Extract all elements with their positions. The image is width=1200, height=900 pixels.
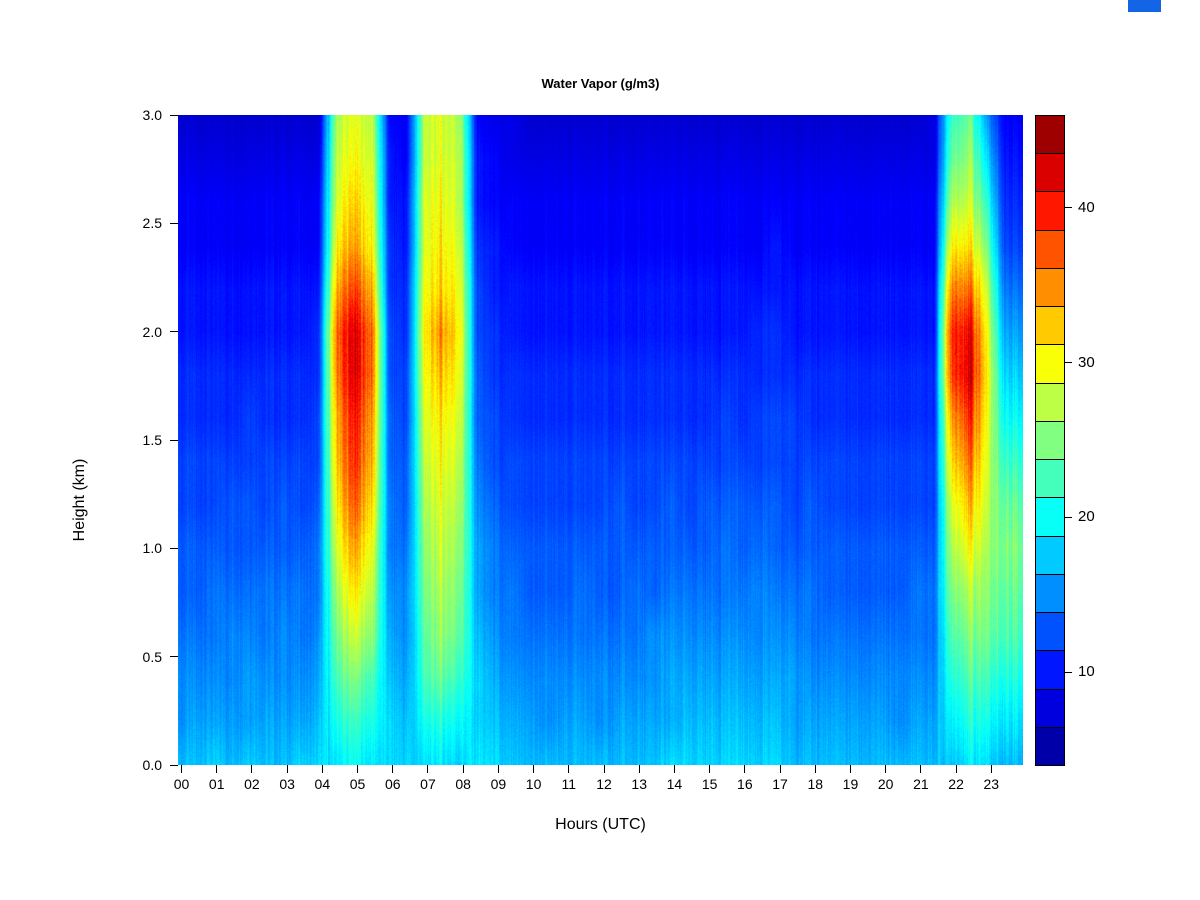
x-tick-label: 19 bbox=[842, 776, 859, 792]
y-tick-label: 2.0 bbox=[142, 323, 162, 340]
colorbar-segment bbox=[1035, 650, 1065, 690]
x-tick-label: 05 bbox=[349, 776, 366, 792]
colorbar-segment bbox=[1035, 688, 1065, 728]
x-tick-mark bbox=[744, 765, 746, 773]
x-tick-label: 16 bbox=[737, 776, 753, 792]
colorbar-segment bbox=[1035, 382, 1065, 422]
colorbar-tick-mark bbox=[1065, 362, 1072, 364]
colorbar-tick-label: 20 bbox=[1078, 508, 1095, 526]
colorbar-tick-label: 10 bbox=[1078, 663, 1095, 681]
x-tick-mark bbox=[603, 765, 605, 773]
x-tick-label: 21 bbox=[913, 776, 929, 792]
x-tick-mark bbox=[181, 765, 183, 773]
colorbar-segment bbox=[1035, 573, 1065, 614]
x-tick-mark bbox=[497, 765, 499, 773]
x-tick-label: 08 bbox=[455, 776, 471, 792]
x-tick-label: 13 bbox=[631, 776, 648, 792]
colorbar-segment bbox=[1035, 344, 1065, 384]
colorbar-tick-label: 30 bbox=[1078, 353, 1095, 371]
x-tick-mark bbox=[216, 765, 218, 773]
x-tick-mark bbox=[709, 765, 711, 773]
y-tick-mark bbox=[170, 547, 178, 549]
x-tick-label: 17 bbox=[772, 776, 788, 792]
x-tick-mark bbox=[920, 765, 922, 773]
x-tick-label: 01 bbox=[208, 776, 225, 792]
x-tick-label: 02 bbox=[244, 776, 260, 792]
x-tick-label: 09 bbox=[490, 776, 507, 792]
y-tick-label: 1.0 bbox=[142, 540, 162, 557]
y-tick-mark bbox=[170, 222, 178, 224]
x-tick-label: 15 bbox=[701, 776, 718, 792]
y-tick-mark bbox=[170, 439, 178, 441]
colorbar-segment bbox=[1035, 153, 1065, 193]
x-tick-mark bbox=[814, 765, 816, 773]
x-tick-mark bbox=[673, 765, 675, 773]
colorbar-segment bbox=[1035, 115, 1065, 155]
x-tick-mark bbox=[462, 765, 464, 773]
x-tick-label: 06 bbox=[384, 776, 401, 792]
y-tick-mark bbox=[170, 331, 178, 333]
colorbar-segment bbox=[1035, 535, 1065, 575]
x-tick-mark bbox=[779, 765, 781, 773]
x-tick-label: 18 bbox=[807, 776, 824, 792]
y-tick-mark bbox=[170, 656, 178, 658]
x-tick-label: 10 bbox=[525, 776, 542, 792]
colorbar-segment bbox=[1035, 612, 1065, 652]
colorbar-segment bbox=[1035, 306, 1065, 346]
x-tick-mark bbox=[990, 765, 992, 773]
x-tick-mark bbox=[568, 765, 570, 773]
y-tick-label: 3.0 bbox=[142, 107, 162, 123]
x-tick-label: 20 bbox=[877, 776, 894, 792]
x-tick-mark bbox=[286, 765, 288, 773]
x-tick-mark bbox=[533, 765, 535, 773]
x-tick-label: 03 bbox=[279, 776, 295, 792]
window-corner-artifact bbox=[1128, 0, 1161, 12]
colorbar-tick-label: 40 bbox=[1078, 198, 1095, 216]
x-tick-mark bbox=[357, 765, 359, 773]
y-tick-label: 2.5 bbox=[142, 215, 162, 232]
x-tick-label: 04 bbox=[314, 776, 331, 792]
heatmap-canvas bbox=[178, 115, 1023, 765]
y-tick-mark bbox=[170, 114, 178, 116]
colorbar-segment bbox=[1035, 420, 1065, 461]
colorbar-tick-mark bbox=[1065, 207, 1072, 209]
y-axis-label: Height (km) bbox=[71, 458, 88, 542]
x-tick-label: 00 bbox=[173, 776, 190, 792]
x-tick-mark bbox=[849, 765, 851, 773]
x-tick-mark bbox=[392, 765, 394, 773]
colorbar-segment bbox=[1035, 497, 1065, 537]
x-tick-label: 23 bbox=[983, 776, 1000, 792]
colorbar-segment bbox=[1035, 229, 1065, 269]
y-tick-label: 0.0 bbox=[142, 757, 162, 773]
x-tick-mark bbox=[427, 765, 429, 773]
x-tick-label: 07 bbox=[420, 776, 436, 792]
x-tick-mark bbox=[955, 765, 957, 773]
x-tick-label: 11 bbox=[561, 776, 577, 792]
x-tick-mark bbox=[885, 765, 887, 773]
colorbar-segment bbox=[1035, 726, 1065, 766]
colorbar-segment bbox=[1035, 191, 1065, 231]
x-tick-label: 22 bbox=[948, 776, 964, 792]
x-tick-mark bbox=[638, 765, 640, 773]
colorbar-segment bbox=[1035, 459, 1065, 499]
colorbar-tick-mark bbox=[1065, 671, 1072, 673]
colorbar-tick-mark bbox=[1065, 516, 1072, 518]
x-tick-mark bbox=[321, 765, 323, 773]
x-tick-mark bbox=[251, 765, 253, 773]
colorbar-segment bbox=[1035, 267, 1065, 308]
colorbar bbox=[1035, 115, 1065, 766]
y-tick-mark bbox=[170, 764, 178, 766]
x-tick-label: 12 bbox=[596, 776, 612, 792]
x-axis-label: Hours (UTC) bbox=[555, 816, 646, 833]
y-tick-label: 0.5 bbox=[142, 648, 162, 665]
chart-title: Water Vapor (g/m3) bbox=[541, 76, 660, 91]
y-tick-label: 1.5 bbox=[142, 432, 162, 448]
x-tick-label: 14 bbox=[666, 776, 683, 792]
